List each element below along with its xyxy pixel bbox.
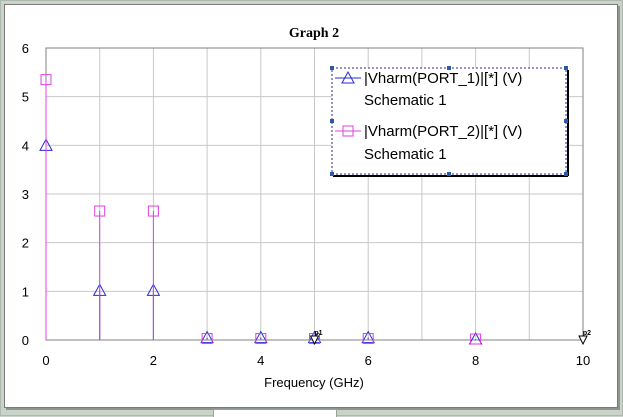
- legend-resize-handle[interactable]: [330, 66, 334, 70]
- legend-square-marker: [342, 125, 354, 137]
- graph-markers: p1 p2: [309, 330, 591, 346]
- square-marker: [255, 333, 267, 345]
- x-tick-label: 2: [150, 353, 157, 368]
- chart-title: Graph 2: [289, 26, 339, 41]
- x-axis-label: Frequency (GHz): [264, 375, 364, 390]
- y-tick-label: 0: [22, 333, 29, 348]
- triangle-marker: [200, 330, 214, 344]
- legend-item-1: |Vharm(PORT_1)|[*] (V) Schematic 1: [335, 70, 522, 109]
- legend-resize-handle[interactable]: [564, 66, 568, 70]
- triangle-marker: [253, 330, 268, 344]
- legend-background: [332, 68, 566, 174]
- window-tab[interactable]: [213, 409, 337, 417]
- legend-series-name: |Vharm(PORT_2)|[*] (V): [364, 123, 522, 140]
- legend-triangle-marker: [341, 70, 355, 84]
- legend-resize-handle[interactable]: [447, 66, 451, 70]
- series-2: [40, 74, 482, 345]
- y-tick-label: 3: [22, 187, 29, 202]
- marker-label: p1: [314, 330, 322, 337]
- square-marker: [470, 333, 482, 345]
- x-tick-label: 10: [576, 353, 590, 368]
- axis-ticks: 0 1 2 3 4 5 6 0 2 4 6 8 10: [22, 41, 590, 368]
- legend-series-name: |Vharm(PORT_1)|[*] (V): [364, 70, 522, 87]
- square-marker: [40, 74, 52, 86]
- legend[interactable]: |Vharm(PORT_1)|[*] (V)Schematic 1|Vharm(…: [330, 66, 569, 177]
- marker-arrow: [309, 335, 320, 346]
- x-tick-label: 0: [42, 353, 49, 368]
- y-tick-label: 2: [22, 236, 29, 251]
- y-tick-label: 5: [22, 90, 29, 105]
- square-marker: [147, 205, 159, 217]
- legend-series-source: Schematic 1: [364, 146, 447, 163]
- legend-resize-handle[interactable]: [564, 119, 568, 123]
- marker-p1: p1: [309, 330, 323, 346]
- y-tick-label: 6: [22, 41, 29, 56]
- x-tick-label: 8: [472, 353, 479, 368]
- square-marker: [94, 205, 106, 217]
- legend-resize-handle[interactable]: [564, 172, 568, 176]
- square-marker: [201, 333, 213, 345]
- x-tick-label: 4: [257, 353, 264, 368]
- triangle-marker: [361, 330, 376, 344]
- y-tick-label: 1: [22, 284, 29, 299]
- marker-p2: p2: [578, 330, 591, 346]
- y-tick-label: 4: [22, 138, 29, 153]
- legend-series-source: Schematic 1: [364, 92, 447, 109]
- legend-resize-handle[interactable]: [447, 172, 451, 176]
- marker-label: p2: [583, 330, 591, 337]
- legend-resize-handle[interactable]: [330, 172, 334, 176]
- legend-resize-handle[interactable]: [330, 119, 334, 123]
- marker-arrow: [578, 335, 588, 346]
- x-tick-label: 6: [365, 353, 372, 368]
- square-marker: [362, 333, 374, 345]
- legend-item-2: |Vharm(PORT_2)|[*] (V) Schematic 1: [335, 123, 522, 163]
